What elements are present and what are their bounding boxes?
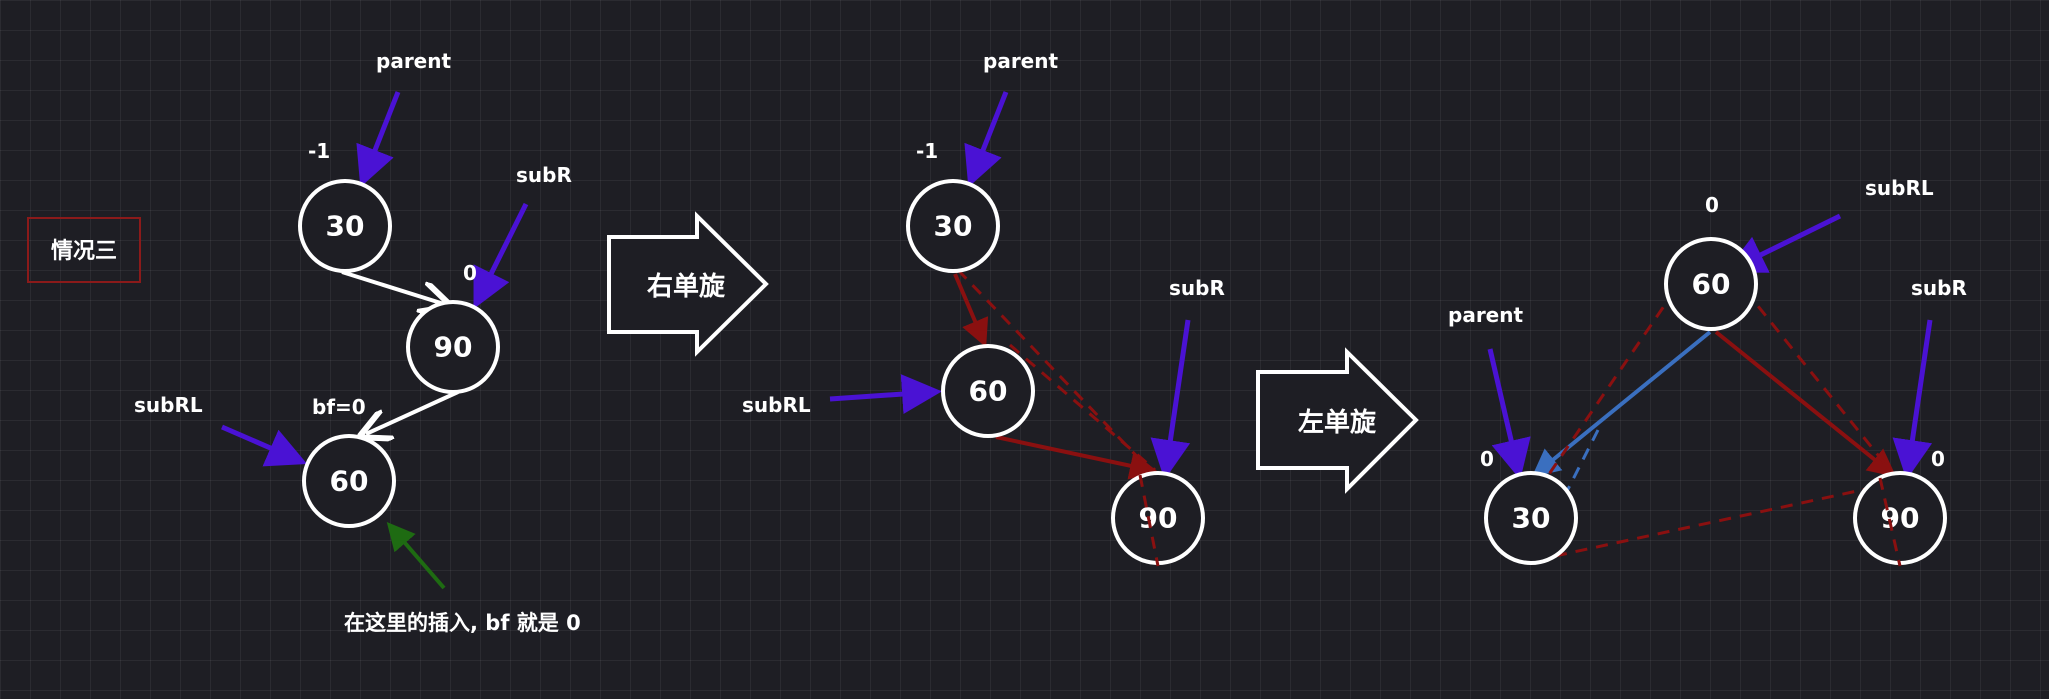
bf-30: 0 xyxy=(1480,447,1494,471)
old-edge-30-60 xyxy=(1543,289,1677,481)
subRL-pointer-arrow xyxy=(221,424,308,467)
parent-label: parent xyxy=(1448,303,1523,327)
node-30-value: 30 xyxy=(1512,502,1551,535)
parent-label: parent xyxy=(376,49,451,73)
subRL-label: subRL xyxy=(1865,176,1934,200)
node-90-value: 90 xyxy=(1139,502,1178,535)
node-30-value: 30 xyxy=(934,210,973,243)
old-edge-dash-over-90 xyxy=(1878,477,1902,567)
bf-parent: -1 xyxy=(308,139,330,163)
old-edge-dash-over-90 xyxy=(1138,474,1160,567)
node-60 xyxy=(941,344,1035,438)
node-30 xyxy=(906,179,1000,273)
edge-30-60 xyxy=(953,273,989,348)
stage-2: parent -1 subR subRL 30 60 90 xyxy=(742,49,1225,567)
case-label: 情况三 xyxy=(51,238,117,264)
node-60-value: 60 xyxy=(969,375,1008,408)
subRL-pointer-arrow xyxy=(829,374,942,415)
subR-pointer-arrow xyxy=(1892,319,1933,480)
subRL-pointer-arrow xyxy=(1725,213,1842,273)
subR-label: subR xyxy=(1911,276,1967,300)
edge-90-60 xyxy=(366,390,459,434)
parent-pointer-arrow xyxy=(1487,348,1531,480)
parent-pointer-arrow xyxy=(964,91,1009,188)
subRL-label: subRL xyxy=(134,393,203,417)
insertion-note: 在这里的插入, bf 就是 0 xyxy=(344,611,581,635)
old-edge-90-60 xyxy=(1009,343,1156,472)
left-rotate-label: 左单旋 xyxy=(1298,408,1377,438)
node-30 xyxy=(1484,471,1578,565)
old-edge-30-90 xyxy=(956,268,1152,472)
bf-subRL: bf=0 xyxy=(312,395,366,419)
edge-30-90 xyxy=(341,270,444,304)
bf-subR: 0 xyxy=(463,261,477,285)
node-90 xyxy=(406,300,500,394)
stage-1: parent -1 subR 0 subRL bf=0 30 90 60 在这里… xyxy=(134,49,581,635)
stage-3: 0 subRL parent 0 subR 0 60 30 90 xyxy=(1448,176,1967,567)
subR-pointer-arrow xyxy=(473,202,529,309)
right-rotate-label: 右单旋 xyxy=(647,272,726,302)
subRL-label: subRL xyxy=(742,393,811,417)
bf-parent: -1 xyxy=(916,139,938,163)
insert-arrow xyxy=(386,521,446,590)
bf-90: 0 xyxy=(1931,447,1945,471)
parent-pointer-arrow xyxy=(356,91,401,188)
node-60 xyxy=(302,434,396,528)
bf-60: 0 xyxy=(1705,193,1719,217)
case-box xyxy=(27,217,141,283)
node-60-value: 60 xyxy=(1692,268,1731,301)
subR-label: subR xyxy=(516,163,572,187)
old-edge-30-90 xyxy=(1554,483,1886,558)
left-rotate-arrow: 左单旋 xyxy=(1256,347,1419,494)
right-rotate-arrow: 右单旋 xyxy=(607,211,769,357)
node-60-value: 60 xyxy=(330,465,369,498)
old-edge-60-90 xyxy=(1743,289,1892,471)
node-30-value: 30 xyxy=(326,210,365,243)
edge-60-90 xyxy=(995,435,1158,480)
subR-pointer-arrow xyxy=(1150,319,1191,480)
node-60 xyxy=(1664,237,1758,331)
node-90-value: 90 xyxy=(434,331,473,364)
parent-label: parent xyxy=(983,49,1058,73)
subR-label: subR xyxy=(1169,276,1225,300)
edge-60-90 xyxy=(1714,330,1897,478)
node-30 xyxy=(298,179,392,273)
